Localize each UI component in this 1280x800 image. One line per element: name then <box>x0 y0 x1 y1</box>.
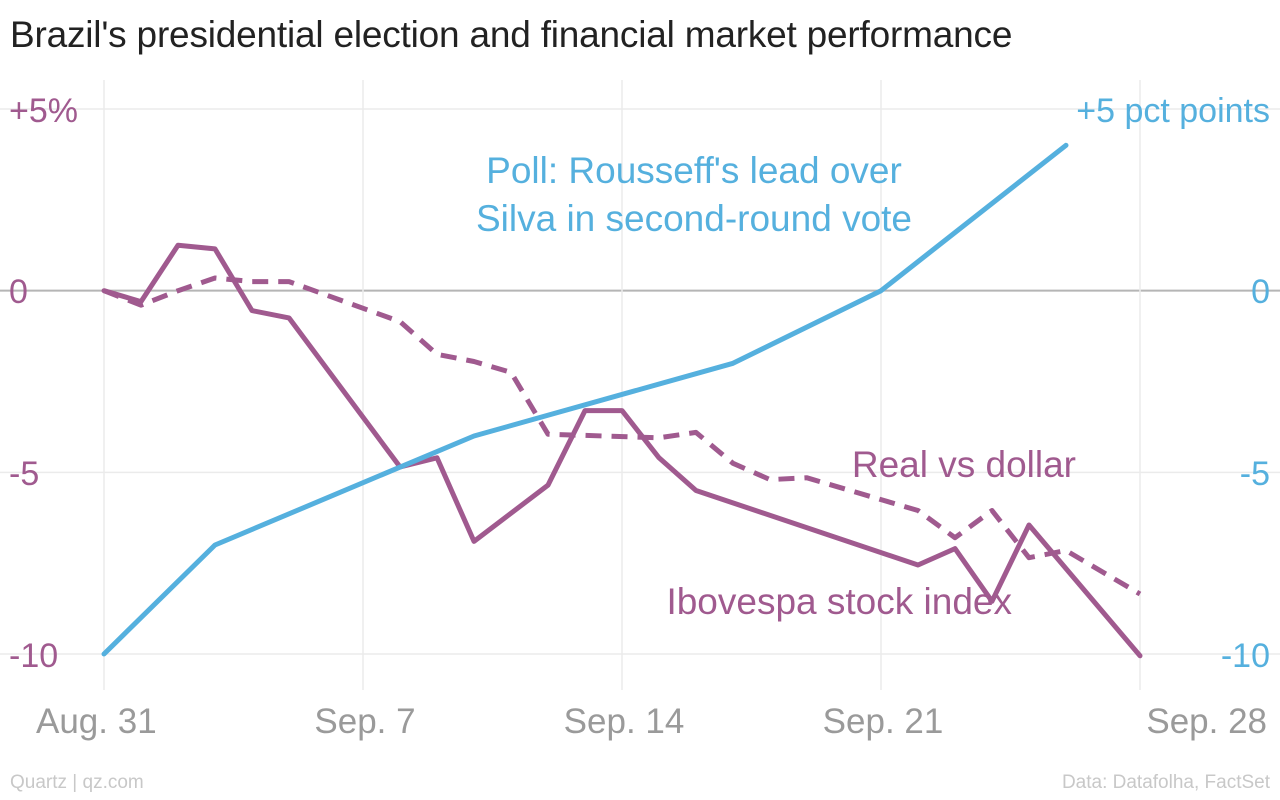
x-axis-tick-label: Sep. 14 <box>564 702 685 741</box>
x-axis-tick-label: Sep. 28 <box>1146 702 1267 741</box>
chart-title: Brazil's presidential election and finan… <box>10 14 1013 55</box>
series-line-real-vs-dollar <box>103 275 1142 597</box>
left-axis-tick-label: 0 <box>9 273 28 311</box>
series-label: Ibovespa stock index <box>666 581 1012 622</box>
footer-source-right: Data: Datafolha, FactSet <box>1061 772 1270 793</box>
series-line-poll-rousseff-s-lead-over-silva-in-second-round-vote <box>101 142 1069 657</box>
left-axis-tick-label: -10 <box>9 637 58 675</box>
x-axis-tick-label: Sep. 7 <box>314 702 415 741</box>
series-line-ibovespa-stock-index <box>101 242 1143 659</box>
footer-source-left: Quartz | qz.com <box>10 772 144 793</box>
series-label: Real vs dollar <box>852 444 1076 485</box>
left-axis-tick-label: +5% <box>9 92 78 130</box>
right-axis-tick-label: -5 <box>1240 455 1270 493</box>
x-axis-tick-label: Aug. 31 <box>36 702 157 741</box>
series-label: Poll: Rousseff's lead over <box>486 150 902 191</box>
series-label: Silva in second-round vote <box>476 198 912 239</box>
left-axis-tick-label: -5 <box>9 455 39 493</box>
right-axis-tick-label: +5 pct points <box>1076 92 1270 130</box>
x-axis-tick-label: Sep. 21 <box>823 702 944 741</box>
right-axis-tick-label: -10 <box>1221 637 1270 675</box>
right-axis-tick-label: 0 <box>1251 273 1270 311</box>
